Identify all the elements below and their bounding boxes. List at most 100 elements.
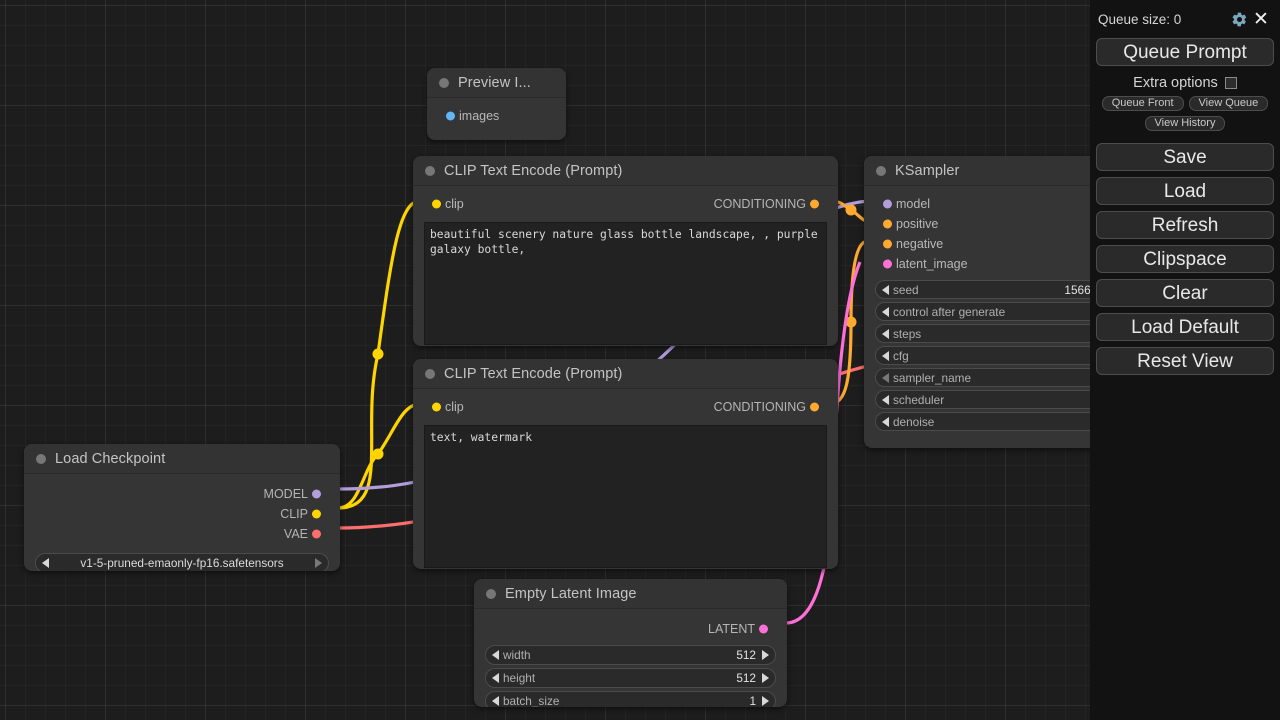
view-queue-button[interactable]: View Queue [1188, 96, 1269, 111]
widget-value: 512 [736, 648, 756, 662]
node-clip-text-encode-positive[interactable]: CLIP Text Encode (Prompt) clip CONDITION… [413, 156, 838, 346]
slot-dot-icon[interactable] [759, 624, 768, 634]
input-slot-latent-image[interactable]: latent_image [864, 254, 1154, 274]
collapse-dot-icon[interactable] [876, 165, 886, 176]
widget-sampler-name[interactable]: sampler_name [875, 368, 1143, 387]
node-empty-latent-image[interactable]: Empty Latent Image LATENT width 512 heig… [474, 579, 787, 707]
decrement-arrow-icon[interactable] [42, 558, 49, 568]
node-load-checkpoint[interactable]: Load Checkpoint MODEL CLIP VAE v1-5-prun… [24, 444, 340, 571]
slot-dot-icon[interactable] [432, 402, 441, 412]
widget-name: width [503, 648, 531, 662]
clear-button[interactable]: Clear [1096, 279, 1274, 307]
decrement-arrow-icon[interactable] [882, 372, 889, 383]
decrement-arrow-icon[interactable] [882, 350, 889, 361]
input-slot-positive[interactable]: positive [864, 214, 1154, 234]
increment-arrow-icon[interactable] [762, 650, 769, 660]
node-title-bar[interactable]: Load Checkpoint [24, 444, 340, 474]
gear-icon[interactable] [1228, 8, 1250, 30]
node-title-bar[interactable]: Preview I... [427, 68, 566, 98]
comfy-menu-panel: Queue size: 0 ✕ Queue Prompt Extra optio… [1090, 0, 1280, 720]
close-icon[interactable]: ✕ [1250, 8, 1272, 30]
input-slot-negative[interactable]: negative [864, 234, 1154, 254]
decrement-arrow-icon[interactable] [882, 416, 889, 427]
refresh-button[interactable]: Refresh [1096, 211, 1274, 239]
output-slot-conditioning-label: CONDITIONING [713, 197, 806, 211]
queue-size-label: Queue size: 0 [1098, 11, 1182, 27]
increment-arrow-icon[interactable] [315, 558, 322, 568]
node-preview-image[interactable]: Preview I... images [427, 68, 566, 140]
widget-denoise[interactable]: denoise [875, 412, 1143, 431]
link-dot-clip-negative [372, 448, 384, 460]
widget-name: batch_size [503, 694, 560, 707]
prompt-textarea[interactable]: beautiful scenery nature glass bottle la… [424, 222, 827, 345]
save-button[interactable]: Save [1096, 143, 1274, 171]
input-slot-model[interactable]: model [864, 194, 1154, 214]
slot-dot-icon[interactable] [883, 239, 892, 249]
widget-steps[interactable]: steps [875, 324, 1143, 343]
clipspace-button[interactable]: Clipspace [1096, 245, 1274, 273]
output-slot-vae[interactable]: VAE [24, 524, 340, 544]
node-body: clip CONDITIONING beautiful scenery natu… [413, 186, 838, 346]
queue-prompt-button[interactable]: Queue Prompt [1096, 38, 1274, 66]
node-title-bar[interactable]: Empty Latent Image [474, 579, 787, 609]
slot-row-clip-conditioning: clip CONDITIONING [413, 194, 838, 214]
collapse-dot-icon[interactable] [425, 368, 435, 379]
collapse-dot-icon[interactable] [425, 165, 435, 176]
load-button[interactable]: Load [1096, 177, 1274, 205]
widget-ckpt-name[interactable]: v1-5-pruned-emaonly-fp16.safetensors [35, 553, 329, 571]
slot-dot-icon[interactable] [312, 529, 321, 539]
queue-mini-row: Queue Front View Queue [1096, 96, 1274, 111]
slot-dot-icon[interactable] [312, 509, 321, 519]
widget-name: scheduler [893, 392, 945, 407]
node-title-text: Load Checkpoint [55, 450, 166, 467]
prompt-textarea[interactable]: text, watermark [424, 425, 827, 568]
decrement-arrow-icon[interactable] [492, 673, 499, 683]
queue-front-button[interactable]: Queue Front [1101, 96, 1184, 111]
output-slot-model[interactable]: MODEL [24, 484, 340, 504]
slot-label: latent_image [896, 257, 968, 271]
widget-name: control after generate [893, 304, 1006, 319]
load-default-button[interactable]: Load Default [1096, 313, 1274, 341]
slot-dot-icon[interactable] [810, 199, 819, 209]
collapse-dot-icon[interactable] [439, 77, 449, 88]
input-slot-images[interactable]: images [427, 106, 566, 126]
slot-dot-icon[interactable] [446, 111, 455, 121]
panel-header: Queue size: 0 ✕ [1096, 8, 1274, 30]
slot-dot-icon[interactable] [432, 199, 441, 209]
decrement-arrow-icon[interactable] [882, 328, 889, 339]
node-title-bar[interactable]: CLIP Text Encode (Prompt) [413, 156, 838, 186]
slot-label: model [896, 197, 931, 211]
collapse-dot-icon[interactable] [486, 588, 496, 599]
increment-arrow-icon[interactable] [762, 696, 769, 706]
slot-dot-icon[interactable] [810, 402, 819, 412]
decrement-arrow-icon[interactable] [882, 284, 889, 295]
extra-options-row[interactable]: Extra options [1096, 75, 1274, 91]
reset-view-button[interactable]: Reset View [1096, 347, 1274, 375]
node-title-bar[interactable]: CLIP Text Encode (Prompt) [413, 359, 838, 389]
output-slot-clip[interactable]: CLIP [24, 504, 340, 524]
widget-width[interactable]: width 512 [485, 645, 776, 665]
decrement-arrow-icon[interactable] [882, 394, 889, 405]
decrement-arrow-icon[interactable] [492, 696, 499, 706]
slot-dot-icon[interactable] [883, 219, 892, 229]
widget-scheduler[interactable]: scheduler [875, 390, 1143, 409]
widget-name: steps [893, 326, 922, 341]
increment-arrow-icon[interactable] [762, 673, 769, 683]
decrement-arrow-icon[interactable] [882, 306, 889, 317]
extra-options-checkbox[interactable] [1224, 77, 1237, 89]
slot-dot-icon[interactable] [312, 489, 321, 499]
node-body: images [427, 98, 566, 140]
node-clip-text-encode-negative[interactable]: CLIP Text Encode (Prompt) clip CONDITION… [413, 359, 838, 569]
slot-dot-icon[interactable] [883, 199, 892, 209]
widget-height[interactable]: height 512 [485, 668, 776, 688]
output-slot-latent[interactable]: LATENT [474, 619, 787, 639]
slot-dot-icon[interactable] [883, 259, 892, 269]
collapse-dot-icon[interactable] [36, 453, 46, 464]
history-mini-row: View History [1096, 116, 1274, 131]
widget-batch-size[interactable]: batch_size 1 [485, 691, 776, 707]
view-history-button[interactable]: View History [1144, 116, 1226, 131]
widget-name: sampler_name [893, 370, 972, 385]
close-glyph: ✕ [1253, 7, 1269, 30]
decrement-arrow-icon[interactable] [492, 650, 499, 660]
